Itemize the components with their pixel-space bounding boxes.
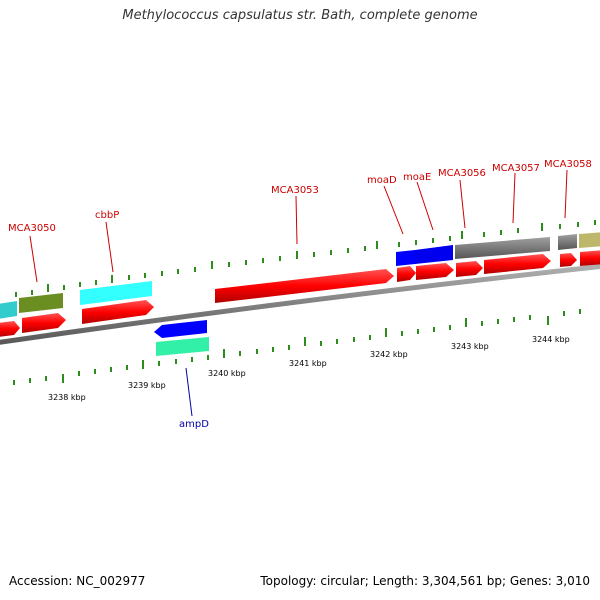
scale-label: 3239 kbp (128, 381, 166, 390)
scale-label: 3242 kbp (370, 350, 408, 359)
gene-feature-blue-moae (415, 245, 453, 264)
gene-label-cbbp: cbbP (95, 210, 119, 221)
genome-backbone (0, 264, 600, 345)
gene-label-mca3050: MCA3050 (8, 223, 56, 234)
cds-arrow (0, 321, 20, 337)
gene-feature-teal (156, 337, 209, 356)
accession-text: Accession: NC_002977 (9, 574, 146, 588)
genome-summary-text: Topology: circular; Length: 3,304,561 bp… (260, 574, 590, 588)
cds-arrow (215, 269, 394, 303)
gene-feature-khaki (579, 232, 600, 248)
gene-feature-blue-moad (396, 250, 415, 266)
gene-label-mca3057: MCA3057 (492, 163, 540, 174)
gene-label-mca3058: MCA3058 (544, 159, 592, 170)
gene-feature-gray-mca3058 (558, 234, 577, 250)
gene-label-mca3053: MCA3053 (271, 185, 319, 196)
cds-arrow (484, 254, 551, 274)
cds-arrow (580, 250, 600, 266)
cds-arrow (416, 263, 454, 280)
gene-feature-cyan-left (0, 301, 17, 319)
inner-tick-row (13, 309, 581, 385)
cds-arrow (82, 300, 154, 324)
gene-label-ampd: ampD (179, 419, 209, 430)
scale-label: 3241 kbp (289, 359, 327, 368)
scale-label: 3244 kbp (532, 335, 570, 344)
gene-label-moad: moaD (367, 175, 397, 186)
cds-arrow (560, 253, 577, 267)
gene-feature-olive (19, 293, 63, 313)
outer-tick-row (15, 220, 596, 297)
minus-strand-track (154, 320, 209, 356)
gene-feature-gray-mca3056 (455, 237, 550, 259)
map-title: Methylococcus capsulatus str. Bath, comp… (122, 8, 478, 23)
scale-label: 3243 kbp (451, 342, 489, 351)
plus-strand-cds-track (0, 250, 600, 337)
gene-label-moae: moaE (403, 172, 431, 183)
scale-label: 3238 kbp (48, 393, 86, 402)
label-leader-lines (29, 169, 568, 417)
upper-gene-track (0, 232, 600, 319)
cds-arrow (456, 261, 483, 277)
scale-label: 3240 kbp (208, 369, 246, 378)
gene-label-mca3056: MCA3056 (438, 168, 486, 179)
gene-feature-blue-ampd (154, 320, 207, 338)
gene-feature-cyan-cbbp (80, 281, 152, 305)
cds-arrow (397, 266, 416, 282)
cds-arrow (22, 313, 66, 333)
